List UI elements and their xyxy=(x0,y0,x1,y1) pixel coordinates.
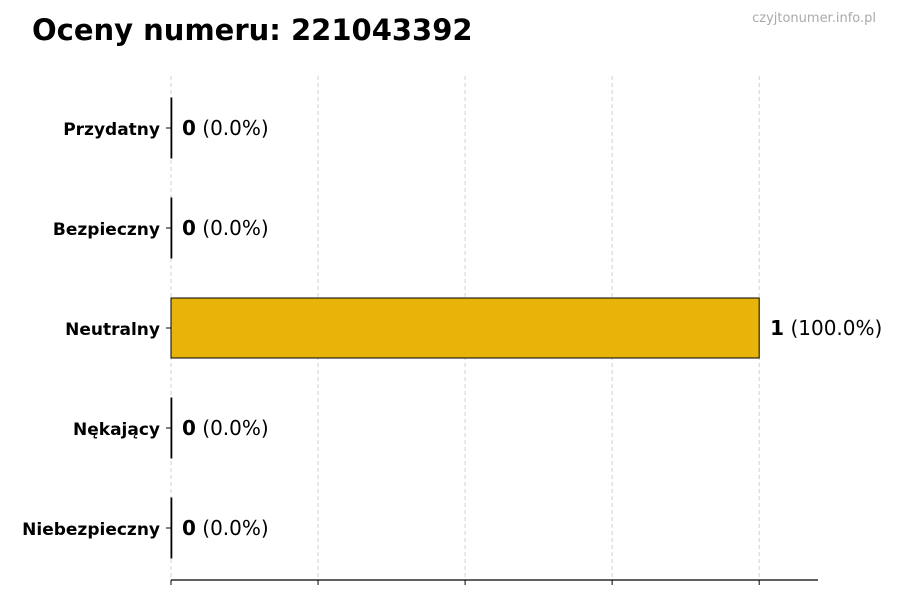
bar xyxy=(170,497,173,559)
value-label: 0 xyxy=(182,416,196,440)
data-label: 0 (0.0%) xyxy=(182,516,269,540)
category-label: Niebezpieczny xyxy=(22,520,160,540)
category-label: Neutralny xyxy=(65,320,160,340)
category-label: Nękający xyxy=(73,420,160,440)
bar xyxy=(170,297,760,359)
value-label: 0 xyxy=(182,516,196,540)
category-label: Bezpieczny xyxy=(53,220,160,240)
data-label: 0 (0.0%) xyxy=(182,416,269,440)
watermark: czyjtonumer.info.pl xyxy=(752,11,876,26)
value-label: 0 xyxy=(182,116,196,140)
data-label: 0 (0.0%) xyxy=(182,116,269,140)
percent-label: (0.0%) xyxy=(196,516,269,540)
bar xyxy=(170,197,173,259)
data-label: 0 (0.0%) xyxy=(182,216,269,240)
bar xyxy=(170,397,173,459)
value-label: 1 xyxy=(770,316,784,340)
category-label: Przydatny xyxy=(63,120,160,140)
percent-label: (0.0%) xyxy=(196,116,269,140)
percent-label: (0.0%) xyxy=(196,416,269,440)
value-label: 0 xyxy=(182,216,196,240)
chart-title: Oceny numeru: 221043392 xyxy=(32,13,473,47)
percent-label: (0.0%) xyxy=(196,216,269,240)
percent-label: (100.0%) xyxy=(784,316,882,340)
data-label: 1 (100.0%) xyxy=(770,316,882,340)
bar xyxy=(170,97,173,159)
